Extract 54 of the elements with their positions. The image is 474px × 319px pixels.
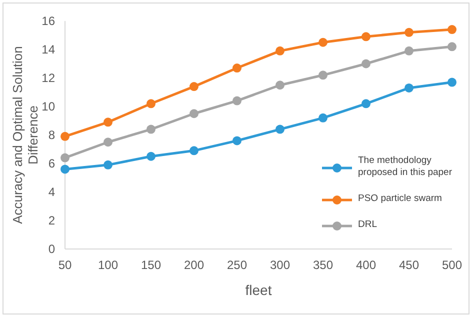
point [318, 113, 328, 122]
point [60, 132, 70, 141]
y-tick-label: 0 [48, 242, 56, 256]
x-tick-label: 400 [356, 258, 376, 272]
x-tick-label: 300 [270, 258, 290, 272]
point [146, 99, 156, 108]
legend-label: The methodology proposed in this paper [358, 155, 452, 178]
x-tick-label: 450 [398, 258, 420, 272]
point [448, 25, 456, 34]
x-tick-label: 500 [442, 258, 462, 272]
y-tick-label: 12 [42, 71, 56, 86]
y-tick-label: 10 [42, 100, 56, 114]
point [276, 46, 284, 56]
point [232, 64, 242, 73]
point [190, 82, 198, 92]
point [448, 78, 456, 87]
point [146, 152, 156, 161]
point [404, 46, 414, 56]
point [104, 118, 112, 127]
point [362, 99, 370, 108]
point [276, 124, 284, 134]
point [232, 136, 242, 146]
point [60, 153, 70, 162]
point [318, 38, 328, 47]
y-tick-label: 8 [48, 128, 56, 142]
y-axis-title: Accuracy and Optimal Solution Difference [10, 46, 41, 224]
point [146, 124, 156, 134]
point [362, 32, 370, 42]
x-tick-label: 50 [58, 258, 72, 272]
y-tick-label: 16 [42, 14, 56, 28]
point [404, 28, 414, 37]
y-tick-label: 2 [48, 214, 56, 228]
legend-label: PSO particle swarm [358, 193, 442, 204]
point [190, 146, 198, 156]
x-tick-label: 100 [98, 258, 118, 272]
point [362, 59, 370, 68]
x-tick-label: 250 [226, 258, 248, 272]
y-tick-label: 14 [42, 42, 56, 57]
legend-label: DRL [358, 219, 378, 230]
x-tick-label: 150 [140, 258, 162, 272]
y-tick-label: 6 [48, 156, 56, 171]
point [60, 164, 70, 174]
y-tick-label: 4 [48, 185, 56, 200]
point [448, 42, 456, 52]
x-tick-label: 350 [312, 258, 334, 272]
point [104, 138, 112, 147]
point [232, 96, 242, 106]
point [190, 109, 198, 118]
point [404, 83, 414, 92]
point [276, 80, 284, 90]
x-tick-label: 200 [184, 258, 204, 272]
x-axis-title: fleet [245, 282, 272, 298]
point [318, 70, 328, 80]
point [104, 160, 112, 170]
